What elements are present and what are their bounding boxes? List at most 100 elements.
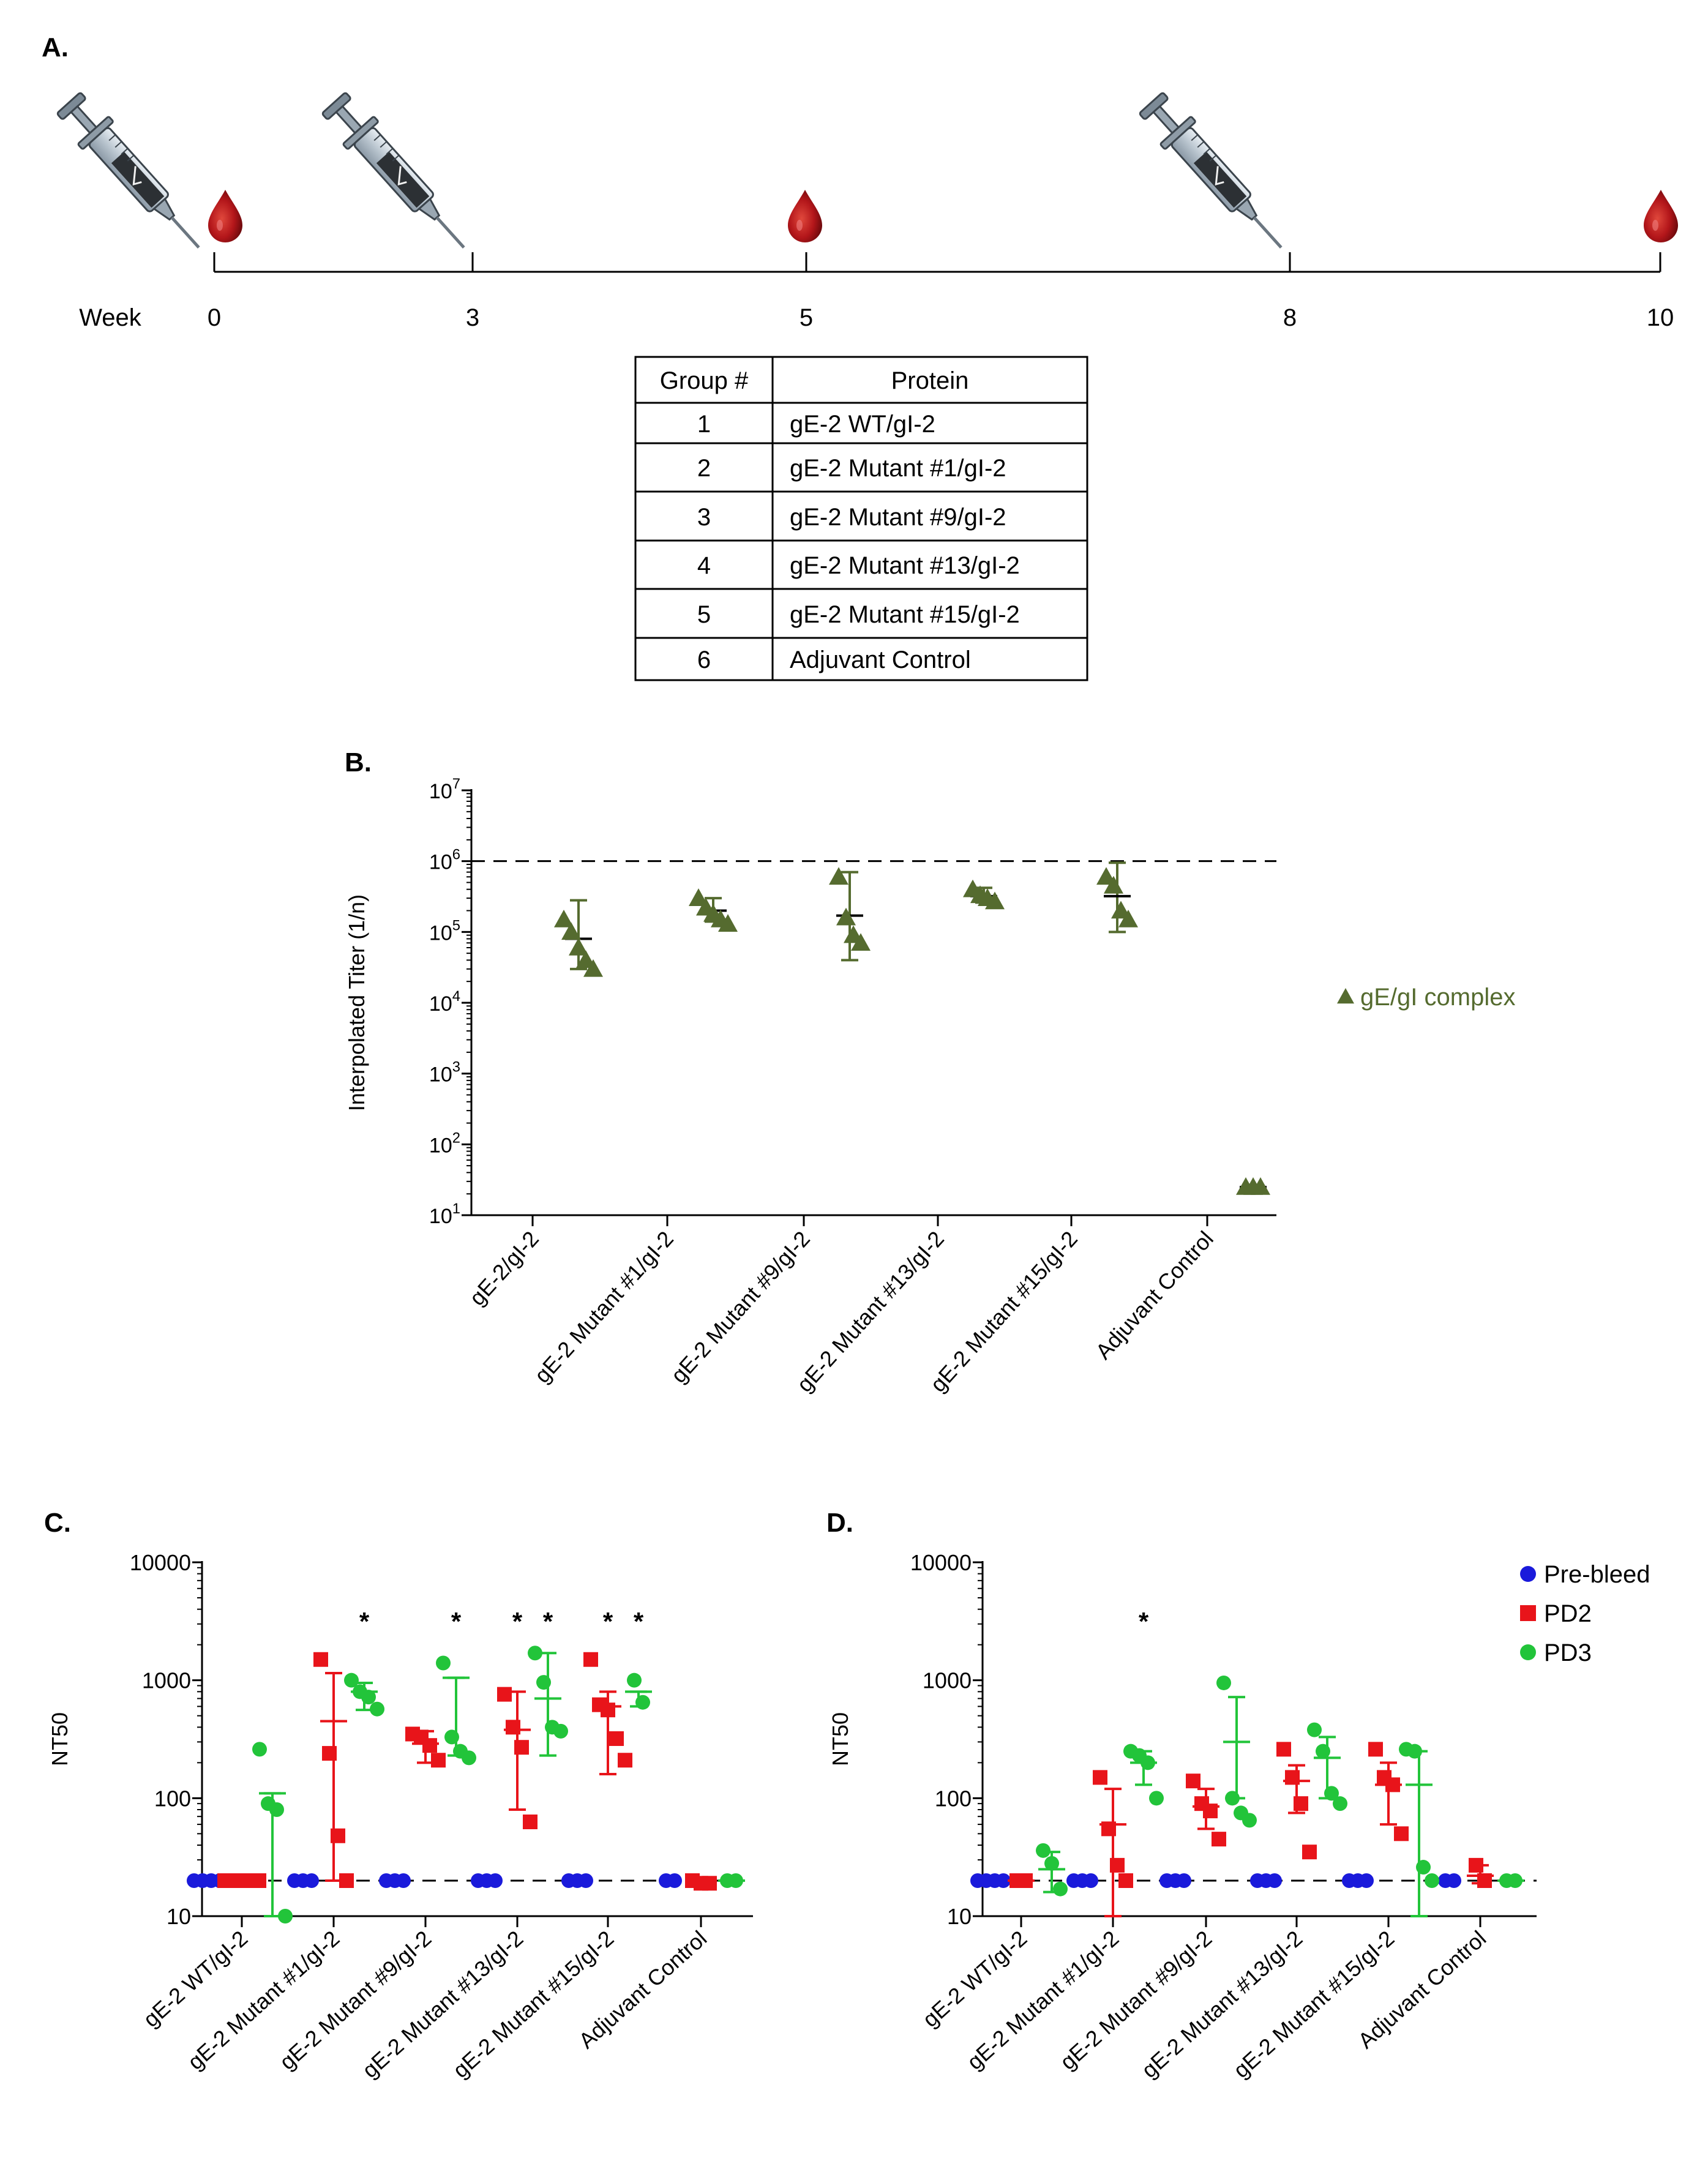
blood-drop-icon — [1644, 190, 1678, 242]
x-tick-label: gE-2 Mutant #13/gI-2 — [358, 1925, 528, 2083]
data-point — [1359, 1873, 1374, 1889]
data-point — [344, 1672, 359, 1688]
timeline: Week 0 3 5 8 10 — [53, 89, 1678, 331]
data-point — [689, 888, 708, 906]
data-point — [514, 1740, 529, 1755]
week-label-10: 10 — [1647, 304, 1674, 331]
data-point — [431, 1753, 446, 1768]
data-point — [702, 1876, 717, 1891]
data-point — [1018, 1873, 1033, 1889]
week-label-0: 0 — [208, 304, 221, 331]
chart-b: 101 102 103 104 105 106 107 Interpolated Titer … — [344, 776, 1276, 1397]
data-point — [1333, 1796, 1347, 1811]
data-point — [1093, 1770, 1107, 1785]
data-point — [322, 1746, 337, 1761]
data-point — [304, 1873, 319, 1889]
y-tick-label: 100 — [935, 1786, 972, 1811]
week-label-5: 5 — [800, 304, 813, 331]
significance-star: * — [543, 1607, 553, 1636]
panel-label-c: C. — [44, 1508, 71, 1538]
table-cell: 5 — [697, 601, 711, 628]
legend-label: PD2 — [1544, 1600, 1592, 1627]
data-point — [1477, 1873, 1492, 1889]
data-point — [1036, 1843, 1051, 1858]
y-tick-label: 102 — [429, 1129, 460, 1157]
y-tick-label: 10000 — [910, 1550, 972, 1575]
y-tick-label: 10 — [167, 1904, 191, 1929]
significance-star: * — [359, 1607, 370, 1636]
data-point — [252, 1742, 267, 1757]
data-point — [1044, 1856, 1059, 1871]
data-point — [269, 1802, 284, 1818]
data-point — [579, 1873, 593, 1889]
data-point — [1118, 1873, 1133, 1889]
data-point — [1177, 1873, 1191, 1889]
data-point — [488, 1873, 503, 1889]
significance-star: * — [512, 1607, 523, 1636]
data-point — [583, 959, 603, 977]
data-point — [1110, 1857, 1125, 1873]
data-point — [829, 867, 848, 885]
table-cell: 6 — [697, 646, 711, 673]
data-point — [1225, 1791, 1240, 1806]
y-tick-label: 106 — [429, 847, 460, 874]
table-cell: gE-2 WT/gI-2 — [790, 411, 935, 438]
y-tick-label: 107 — [429, 776, 460, 803]
legend-marker — [1520, 1566, 1536, 1582]
data-point — [985, 891, 1005, 910]
table-header-group: Group # — [660, 367, 749, 394]
y-axis-label: NT50 — [828, 1712, 853, 1766]
x-tick-label: gE-2/gI-2 — [464, 1226, 544, 1310]
x-tick-label: gE-2 Mutant #1/gI-2 — [530, 1226, 678, 1388]
y-tick-label: 101 — [429, 1200, 460, 1228]
data-point — [1104, 875, 1123, 894]
x-tick-label: gE-2 Mutant #15/gI-2 — [925, 1226, 1082, 1397]
data-point — [1385, 1777, 1400, 1792]
significance-star: * — [451, 1607, 462, 1636]
data-point — [1307, 1722, 1322, 1737]
data-point — [1149, 1791, 1164, 1806]
data-point — [561, 922, 581, 940]
table-cell: 3 — [697, 504, 711, 531]
syringe-icon — [53, 89, 214, 261]
data-point — [1416, 1860, 1431, 1875]
table-cell: gE-2 Mutant #15/gI-2 — [790, 601, 1020, 628]
data-point — [576, 950, 596, 968]
panel-label-a: A. — [42, 32, 69, 62]
data-point — [836, 907, 856, 926]
data-point — [627, 1672, 642, 1688]
data-point — [396, 1873, 411, 1889]
blood-drop-icon — [208, 190, 242, 242]
data-point — [609, 1731, 624, 1747]
x-tick-label: gE-2 Mutant #15/gI-2 — [1229, 1925, 1399, 2083]
data-point — [1101, 1821, 1116, 1837]
data-point — [497, 1687, 512, 1702]
data-point — [462, 1750, 476, 1766]
data-point — [422, 1738, 437, 1753]
data-point — [1447, 1873, 1461, 1889]
data-point — [1407, 1744, 1422, 1759]
data-point — [1508, 1873, 1523, 1889]
y-tick-label: 1000 — [923, 1668, 972, 1693]
blood-drop-icon — [788, 190, 822, 242]
y-tick-label: 10 — [947, 1904, 972, 1929]
significance-star: * — [1139, 1607, 1149, 1636]
x-tick-label: gE-2 Mutant #13/gI-2 — [792, 1226, 949, 1397]
data-point — [1203, 1804, 1218, 1819]
legend-label: gE/gI complex — [1360, 984, 1515, 1011]
legend-b: gE/gI complex — [1337, 984, 1515, 1011]
data-point — [523, 1814, 537, 1829]
data-point — [1251, 1177, 1270, 1195]
x-tick-label: gE-2 Mutant #1/gI-2 — [962, 1925, 1123, 2074]
data-point — [996, 1873, 1011, 1889]
data-point — [1216, 1675, 1231, 1690]
table-cell: gE-2 Mutant #1/gI-2 — [790, 455, 1006, 482]
syringe-icon — [318, 89, 479, 261]
x-tick-label: gE-2 Mutant #15/gI-2 — [448, 1925, 619, 2083]
significance-star: * — [634, 1607, 644, 1636]
data-point — [583, 1652, 598, 1667]
legend-marker — [1520, 1644, 1536, 1660]
